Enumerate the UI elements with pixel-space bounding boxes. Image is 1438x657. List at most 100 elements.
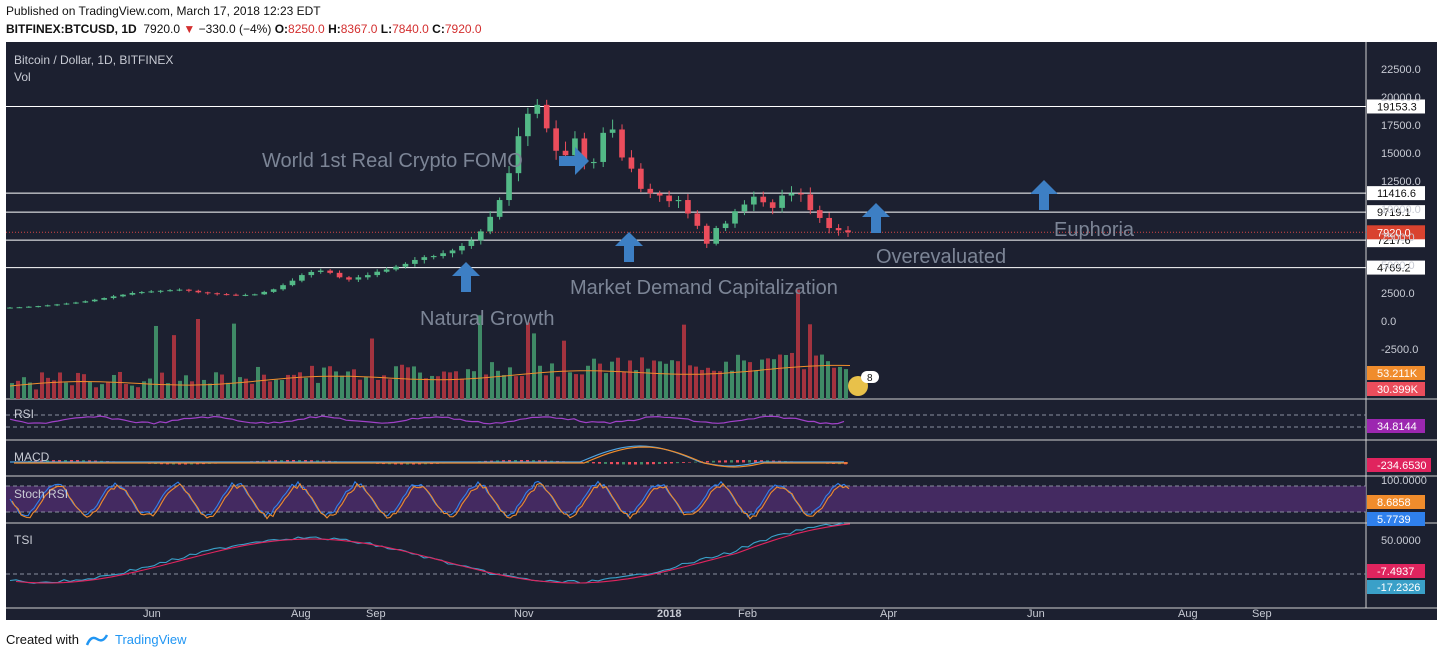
macd-histogram-bar bbox=[760, 460, 763, 463]
candle-body bbox=[430, 256, 437, 258]
volume-bar bbox=[670, 360, 674, 399]
volume-bar bbox=[700, 369, 704, 399]
volume-bar bbox=[70, 385, 74, 399]
volume-bar bbox=[706, 367, 710, 399]
price-tick-label: 12500.0 bbox=[1381, 176, 1421, 188]
macd-histogram-bar bbox=[58, 460, 61, 463]
volume-bar bbox=[238, 377, 242, 399]
candle-body bbox=[233, 294, 239, 296]
low-value: 7840.0 bbox=[392, 22, 429, 36]
chart-svg[interactable]: 19153.311416.69719.17217.64769.27920.022… bbox=[6, 42, 1437, 620]
macd-histogram-bar bbox=[520, 460, 523, 463]
macd-histogram-bar bbox=[526, 460, 529, 463]
volume-bar bbox=[682, 324, 686, 399]
volume-bar bbox=[10, 383, 14, 399]
candle-body bbox=[619, 129, 625, 158]
macd-histogram-bar bbox=[622, 462, 625, 465]
candle-body bbox=[7, 307, 13, 309]
price-tick-label: 0.0 bbox=[1381, 316, 1396, 328]
volume-bar bbox=[172, 335, 176, 399]
volume-bar bbox=[484, 374, 488, 399]
macd-histogram-bar bbox=[310, 460, 313, 463]
candle-body bbox=[703, 225, 710, 244]
rsi-title: RSI bbox=[14, 407, 34, 421]
macd-histogram-bar bbox=[712, 460, 715, 463]
volume-bar bbox=[622, 371, 626, 399]
volume-bar bbox=[94, 387, 98, 399]
volume-bar bbox=[808, 324, 812, 399]
candle-body bbox=[308, 271, 315, 276]
candle-body bbox=[506, 173, 512, 201]
tsi-title: TSI bbox=[14, 533, 33, 547]
volume-bar bbox=[604, 373, 608, 399]
level-label-box bbox=[1367, 99, 1425, 114]
volume-bar bbox=[646, 368, 650, 399]
volume-title: Vol bbox=[14, 70, 31, 84]
volume-bar bbox=[676, 361, 680, 399]
candle-body bbox=[176, 289, 183, 291]
volume-bar bbox=[328, 366, 332, 399]
stoch-title: Stoch RSI bbox=[14, 487, 68, 501]
volume-bar bbox=[490, 362, 494, 399]
annotation-text: Euphoria bbox=[1054, 219, 1135, 241]
volume-bar bbox=[778, 354, 782, 399]
candle-body bbox=[195, 290, 202, 293]
annotation-arrow-icon bbox=[452, 262, 480, 292]
candle-body bbox=[44, 305, 51, 307]
price-tick-label: 17500.0 bbox=[1381, 120, 1421, 132]
candle-body bbox=[214, 293, 220, 295]
candle-body bbox=[26, 306, 32, 308]
candle-body bbox=[798, 193, 804, 195]
volume-bar bbox=[454, 371, 458, 399]
volume-bar bbox=[544, 375, 548, 399]
candle-body bbox=[393, 266, 399, 270]
chart-area[interactable]: 19153.3 11416.6 9719.1 7217.6 4769.2 7920.0 22… bbox=[6, 42, 1437, 620]
volume-bar bbox=[460, 378, 464, 399]
volume-bar bbox=[430, 375, 434, 399]
macd-histogram-bar bbox=[658, 462, 661, 465]
candle-body bbox=[101, 298, 107, 300]
candle-body bbox=[402, 263, 409, 267]
volume-bar bbox=[370, 338, 374, 399]
candle-body bbox=[525, 113, 531, 137]
macd-histogram-bar bbox=[628, 462, 631, 465]
price-tick-label: 20000.0 bbox=[1381, 92, 1421, 104]
macd-histogram-bar bbox=[718, 460, 721, 463]
volume-bar bbox=[352, 369, 356, 399]
macd-histogram-bar bbox=[598, 462, 601, 464]
stoch-d-value: 5.7739 bbox=[1377, 514, 1411, 526]
volume-bar bbox=[802, 369, 806, 399]
candle-body bbox=[751, 196, 757, 205]
candle-body bbox=[835, 228, 842, 231]
volume-bar bbox=[796, 289, 800, 399]
volume-bar bbox=[712, 370, 716, 399]
volume-bar bbox=[58, 372, 62, 399]
volume-bar bbox=[652, 360, 656, 399]
volume-bar bbox=[184, 375, 188, 399]
volume-bar bbox=[376, 379, 380, 399]
tradingview-link[interactable]: TradingView bbox=[114, 632, 187, 647]
candle-body bbox=[355, 277, 362, 280]
candle-body bbox=[534, 104, 541, 114]
volume-bar bbox=[118, 371, 122, 399]
price-tick-label: 10000.0 bbox=[1381, 204, 1421, 216]
volume-bar bbox=[100, 384, 104, 399]
volume-bar bbox=[28, 382, 32, 399]
volume-bar bbox=[520, 376, 524, 399]
candle-body bbox=[826, 217, 832, 229]
volume-bar bbox=[16, 380, 20, 399]
volume-bar bbox=[340, 375, 344, 399]
volume-bar bbox=[316, 382, 320, 399]
volume-bar bbox=[358, 379, 362, 399]
time-tick-label: Apr bbox=[880, 608, 897, 620]
level-label: 4769.2 bbox=[1377, 263, 1411, 275]
volume-bar bbox=[196, 319, 200, 399]
candle-body bbox=[280, 285, 286, 290]
candle-body bbox=[327, 270, 333, 273]
price-tick-label: 7500.0 bbox=[1381, 232, 1415, 244]
volume-bar bbox=[112, 374, 116, 399]
candle-body bbox=[590, 161, 597, 164]
level-label: 9719.1 bbox=[1377, 207, 1411, 219]
macd-histogram-bar bbox=[304, 460, 307, 463]
volume-bar bbox=[442, 371, 446, 399]
